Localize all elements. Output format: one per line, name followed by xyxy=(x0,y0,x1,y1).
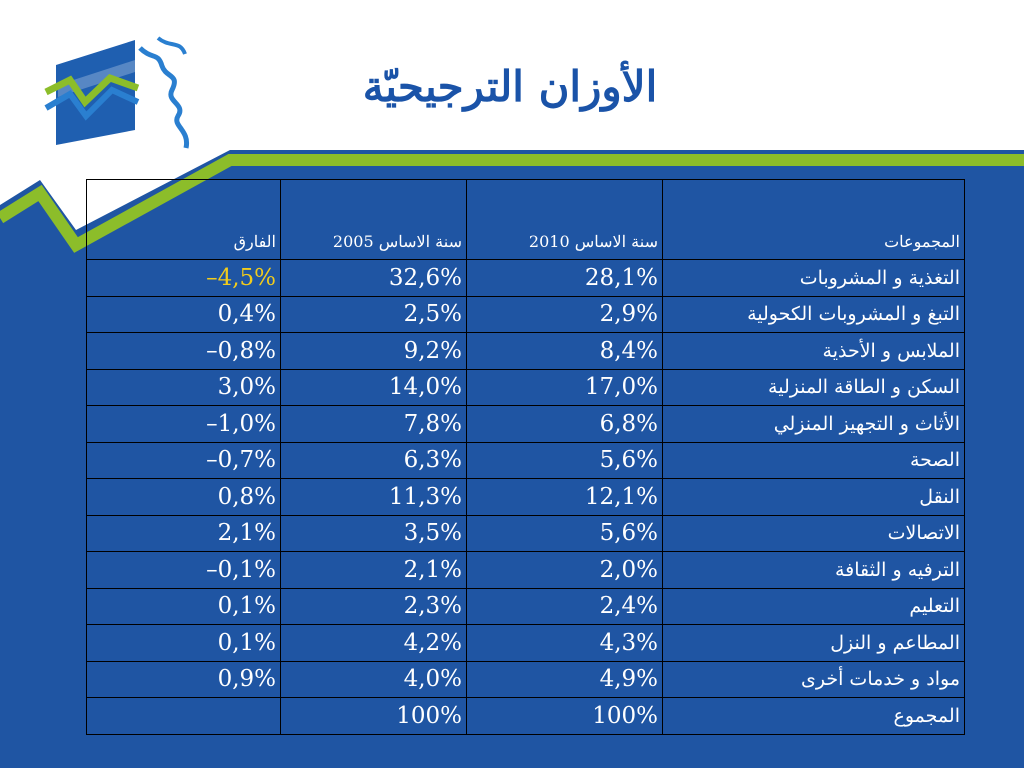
difference-cell: 3,0% xyxy=(86,368,281,406)
difference-cell: 0,4% xyxy=(86,295,281,333)
slide-title: الأوزان الترجيحيّة xyxy=(362,62,658,111)
group-label-cell: التعليم xyxy=(662,587,965,625)
base-2010-cell: 4,9% xyxy=(466,660,663,698)
difference-cell: –4,5% xyxy=(86,259,281,297)
table-row: 0,1% 2,3% 2,4% التعليم xyxy=(86,587,965,625)
difference-cell: 0,1% xyxy=(86,624,281,662)
weights-table: الفارق سنة الاساس 2005 سنة الاساس 2010 ا… xyxy=(86,179,965,735)
header-groups: المجموعات xyxy=(662,179,965,260)
table-row: –0,8% 9,2% 8,4% الملابس و الأحذية xyxy=(86,332,965,370)
header-difference: الفارق xyxy=(86,179,281,260)
base-2010-cell: 2,9% xyxy=(466,295,663,333)
group-label-cell: النقل xyxy=(662,478,965,516)
base-2010-cell: 2,4% xyxy=(466,587,663,625)
table-row: –1,0% 7,8% 6,8% الأثاث و التجهيز المنزلي xyxy=(86,405,965,443)
table-row: 100% 100% المجموع xyxy=(86,697,965,735)
group-label-cell: المجموع xyxy=(662,697,965,735)
base-2005-cell: 11,3% xyxy=(280,478,467,516)
group-label-cell: السكن و الطاقة المنزلية xyxy=(662,368,965,406)
base-2005-cell: 2,5% xyxy=(280,295,467,333)
difference-cell: 0,1% xyxy=(86,587,281,625)
difference-cell: 0,9% xyxy=(86,660,281,698)
group-label-cell: الاتصالات xyxy=(662,514,965,552)
base-2005-cell: 6,3% xyxy=(280,441,467,479)
base-2005-cell: 7,8% xyxy=(280,405,467,443)
base-2010-cell: 17,0% xyxy=(466,368,663,406)
group-label-cell: الصحة xyxy=(662,441,965,479)
base-2010-cell: 100% xyxy=(466,697,663,735)
base-2010-cell: 5,6% xyxy=(466,441,663,479)
table-row: 0,9% 4,0% 4,9% مواد و خدمات أخرى xyxy=(86,660,965,698)
base-2010-cell: 6,8% xyxy=(466,405,663,443)
base-2010-cell: 8,4% xyxy=(466,332,663,370)
group-label-cell: التغذية و المشروبات xyxy=(662,259,965,297)
green-accent-line xyxy=(0,154,1024,253)
group-label-cell: المطاعم و النزل xyxy=(662,624,965,662)
base-2010-cell: 28,1% xyxy=(466,259,663,297)
table-row: 2,1% 3,5% 5,6% الاتصالات xyxy=(86,514,965,552)
table-row: –0,7% 6,3% 5,6% الصحة xyxy=(86,441,965,479)
group-label-cell: التبغ و المشروبات الكحولية xyxy=(662,295,965,333)
difference-cell: –1,0% xyxy=(86,405,281,443)
table-body: الفارق سنة الاساس 2005 سنة الاساس 2010 ا… xyxy=(86,179,965,735)
table-row: 0,1% 4,2% 4,3% المطاعم و النزل xyxy=(86,624,965,662)
group-label-cell: الأثاث و التجهيز المنزلي xyxy=(662,405,965,443)
group-label-cell: الملابس و الأحذية xyxy=(662,332,965,370)
base-2005-cell: 9,2% xyxy=(280,332,467,370)
base-2010-cell: 2,0% xyxy=(466,551,663,589)
base-2010-cell: 4,3% xyxy=(466,624,663,662)
table-row: 0,8% 11,3% 12,1% النقل xyxy=(86,478,965,516)
base-2005-cell: 2,1% xyxy=(280,551,467,589)
table-row: 3,0% 14,0% 17,0% السكن و الطاقة المنزلية xyxy=(86,368,965,406)
base-2010-cell: 5,6% xyxy=(466,514,663,552)
difference-cell: –0,1% xyxy=(86,551,281,589)
table-header-row: الفارق سنة الاساس 2005 سنة الاساس 2010 ا… xyxy=(86,179,965,260)
difference-cell: –0,7% xyxy=(86,441,281,479)
difference-cell: 2,1% xyxy=(86,514,281,552)
base-2005-cell: 2,3% xyxy=(280,587,467,625)
base-2005-cell: 14,0% xyxy=(280,368,467,406)
table-row: 0,4% 2,5% 2,9% التبغ و المشروبات الكحولية xyxy=(86,295,965,333)
group-label-cell: مواد و خدمات أخرى xyxy=(662,660,965,698)
difference-cell: 0,8% xyxy=(86,478,281,516)
header-base-2010: سنة الاساس 2010 xyxy=(466,179,663,260)
base-2010-cell: 12,1% xyxy=(466,478,663,516)
base-2005-cell: 4,0% xyxy=(280,660,467,698)
difference-cell: –0,8% xyxy=(86,332,281,370)
base-2005-cell: 3,5% xyxy=(280,514,467,552)
table-row: –0,1% 2,1% 2,0% الترفيه و الثقافة xyxy=(86,551,965,589)
group-label-cell: الترفيه و الثقافة xyxy=(662,551,965,589)
base-2005-cell: 100% xyxy=(280,697,467,735)
base-2005-cell: 32,6% xyxy=(280,259,467,297)
table-row: –4,5% 32,6% 28,1% التغذية و المشروبات xyxy=(86,259,965,297)
difference-cell xyxy=(86,697,281,735)
institution-logo-icon xyxy=(44,36,190,149)
header-base-2005: سنة الاساس 2005 xyxy=(280,179,467,260)
base-2005-cell: 4,2% xyxy=(280,624,467,662)
